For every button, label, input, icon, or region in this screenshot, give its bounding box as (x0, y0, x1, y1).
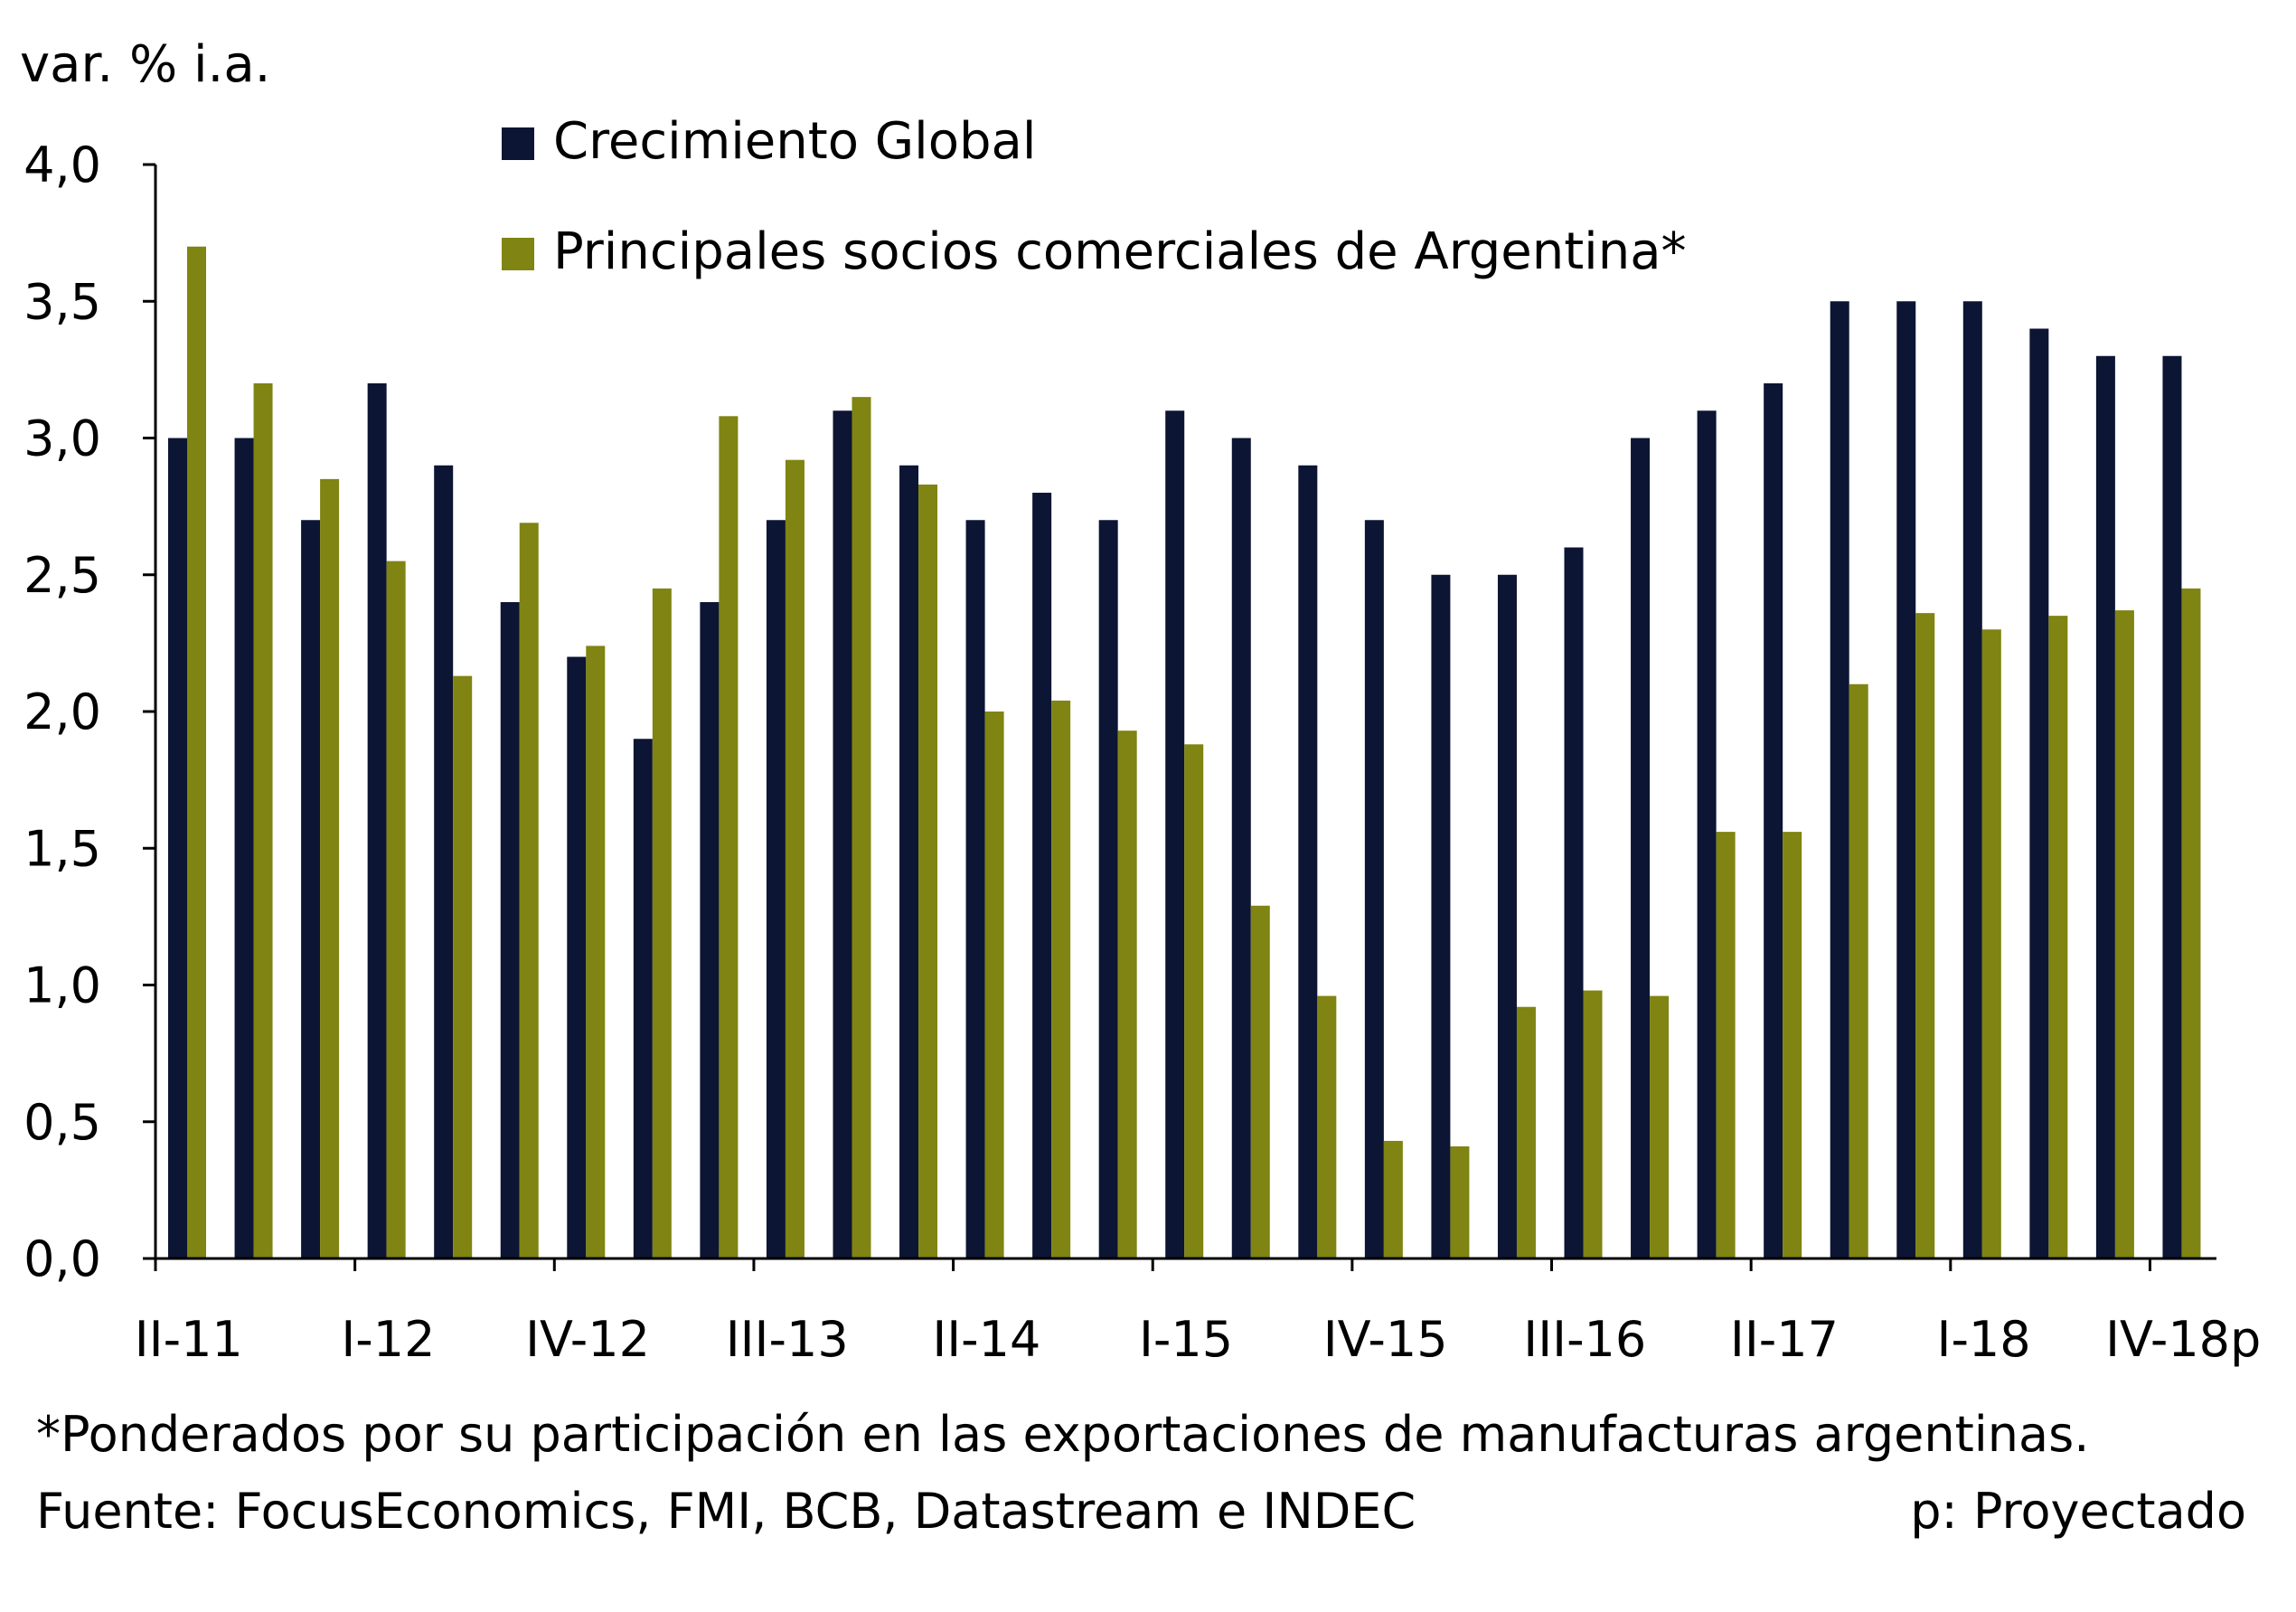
bar-global-IV-13 (833, 410, 852, 1258)
bar-socios-III-11 (253, 383, 273, 1258)
x-tick-label: II-14 (932, 1311, 1040, 1368)
y-axis-label: var. % i.a. (20, 35, 270, 94)
bar-socios-II-13 (719, 416, 739, 1258)
bar-socios-IV-14 (1117, 731, 1137, 1258)
x-axis-ticks (154, 1258, 2151, 1271)
bar-socios-IV-16 (1650, 995, 1670, 1258)
bar-socios-II-15 (1250, 905, 1270, 1258)
bar-global-IV-11 (301, 520, 321, 1258)
bar-socios-I-14 (918, 484, 938, 1258)
bar-global-IV-16 (1631, 438, 1651, 1258)
y-tick-label: 4,0 (24, 137, 101, 193)
x-tick-label: I-15 (1139, 1311, 1233, 1368)
bar-socios-I-16 (1450, 1145, 1470, 1258)
bar-global-III-11 (234, 438, 254, 1258)
bar-global-III-15 (1298, 465, 1318, 1258)
bar-socios-I-12 (386, 561, 406, 1258)
x-tick-label: III-13 (726, 1311, 849, 1368)
y-tick-label: 1,5 (24, 820, 101, 877)
bar-global-II-13 (700, 602, 720, 1258)
bar-socios-I-18 (1981, 629, 2001, 1258)
legend: Crecimiento Global Principales socios com… (502, 112, 1687, 281)
legend-swatch (502, 127, 534, 160)
y-tick-label: 3,0 (24, 410, 101, 467)
y-tick-label: 2,5 (24, 547, 101, 604)
bar-global-III-17 (1830, 301, 1849, 1258)
bar-socios-IV-11 (320, 478, 340, 1258)
bar-global-II-18 (2029, 328, 2049, 1258)
x-tick-label: II-17 (1730, 1311, 1839, 1368)
bar-global-I-16 (1431, 574, 1451, 1258)
bar-global-IV-15 (1364, 520, 1384, 1258)
x-tick-label: III-16 (1523, 1311, 1646, 1368)
bar-socios-III-14 (1051, 700, 1071, 1258)
bar-socios-II-16 (1516, 1006, 1536, 1258)
bar-socios-III-13 (785, 459, 805, 1258)
bar-socios-III-12 (519, 523, 539, 1258)
bar-socios-IV-13 (852, 397, 871, 1258)
bar-global-I-13 (633, 739, 653, 1258)
bar-global-I-14 (899, 465, 919, 1258)
bar-global-IV-17 (1896, 301, 1916, 1258)
legend-label: Principales socios comerciales de Argent… (553, 222, 1687, 281)
bar-socios-I-17 (1716, 832, 1736, 1258)
bar-global-IV-18p (2162, 355, 2182, 1258)
bar-global-IV-12 (567, 656, 587, 1258)
x-tick-label: II-11 (135, 1311, 243, 1368)
bar-global-I-15 (1165, 410, 1185, 1258)
y-tick-label: 3,5 (24, 273, 101, 330)
x-axis-labels: II-11 I-12 IV-12 III-13 II-14 I-15 IV-15 III-16… (135, 1311, 2262, 1368)
source-note: Fuente: FocusEconomics, FMI, BCB, Datast… (36, 1483, 1416, 1540)
bar-socios-III-15 (1317, 995, 1337, 1258)
footnote: *Ponderados por su participación en las … (36, 1406, 2090, 1463)
bar-global-II-15 (1231, 438, 1251, 1258)
bar-socios-III-17 (1849, 683, 1868, 1258)
y-axis-ticks: 0,0 0,5 1,0 1,5 2,0 2,5 3,0 3,5 4,0 (24, 137, 155, 1287)
bar-global-III-13 (766, 520, 786, 1258)
bar-global-II-17 (1764, 383, 1783, 1258)
bar-global-II-11 (168, 438, 187, 1258)
bar-global-II-12 (434, 465, 454, 1258)
bar-socios-I-13 (652, 588, 672, 1258)
y-tick-label: 1,0 (24, 957, 101, 1014)
bar-socios-III-18 (2114, 610, 2134, 1258)
bar-socios-IV-17 (1915, 613, 1935, 1258)
bar-global-I-18 (1962, 301, 1982, 1258)
bar-socios-I-15 (1184, 744, 1204, 1258)
x-tick-label: IV-15 (1323, 1311, 1448, 1368)
bar-socios-IV-18p (2181, 588, 2201, 1258)
bar-global-III-16 (1564, 547, 1584, 1258)
bar-global-II-14 (965, 520, 985, 1258)
bar-global-I-12 (367, 383, 387, 1258)
bar-socios-III-16 (1583, 990, 1603, 1258)
bar-socios-II-12 (453, 675, 473, 1258)
x-tick-label: IV-18p (2105, 1311, 2261, 1368)
bar-global-I-17 (1697, 410, 1717, 1258)
x-tick-label: I-12 (341, 1311, 435, 1368)
bars (168, 246, 2201, 1258)
y-tick-label: 2,0 (24, 683, 101, 740)
bar-global-II-16 (1497, 574, 1517, 1258)
legend-label: Crecimiento Global (553, 112, 1036, 171)
bar-socios-II-17 (1783, 832, 1802, 1258)
legend-swatch (502, 238, 534, 270)
bar-socios-II-14 (984, 712, 1004, 1258)
bar-socios-II-18 (2048, 616, 2068, 1258)
projected-note: p: Proyectado (1910, 1483, 2246, 1540)
bar-global-III-18 (2095, 355, 2115, 1258)
bar-socios-IV-12 (586, 646, 606, 1258)
bar-global-III-14 (1032, 493, 1052, 1258)
bar-global-III-12 (500, 602, 520, 1258)
x-tick-label: IV-12 (525, 1311, 650, 1368)
bar-socios-IV-15 (1383, 1140, 1403, 1258)
bar-chart: var. % i.a. 0,00,51,01,52,02,53,03,54,0 … (20, 35, 2262, 1368)
y-tick-label: 0,0 (24, 1230, 101, 1287)
bar-global-IV-14 (1098, 520, 1118, 1258)
bar-socios-II-11 (187, 246, 206, 1258)
x-tick-label: I-18 (1937, 1311, 2031, 1368)
y-tick-label: 0,5 (24, 1094, 101, 1151)
